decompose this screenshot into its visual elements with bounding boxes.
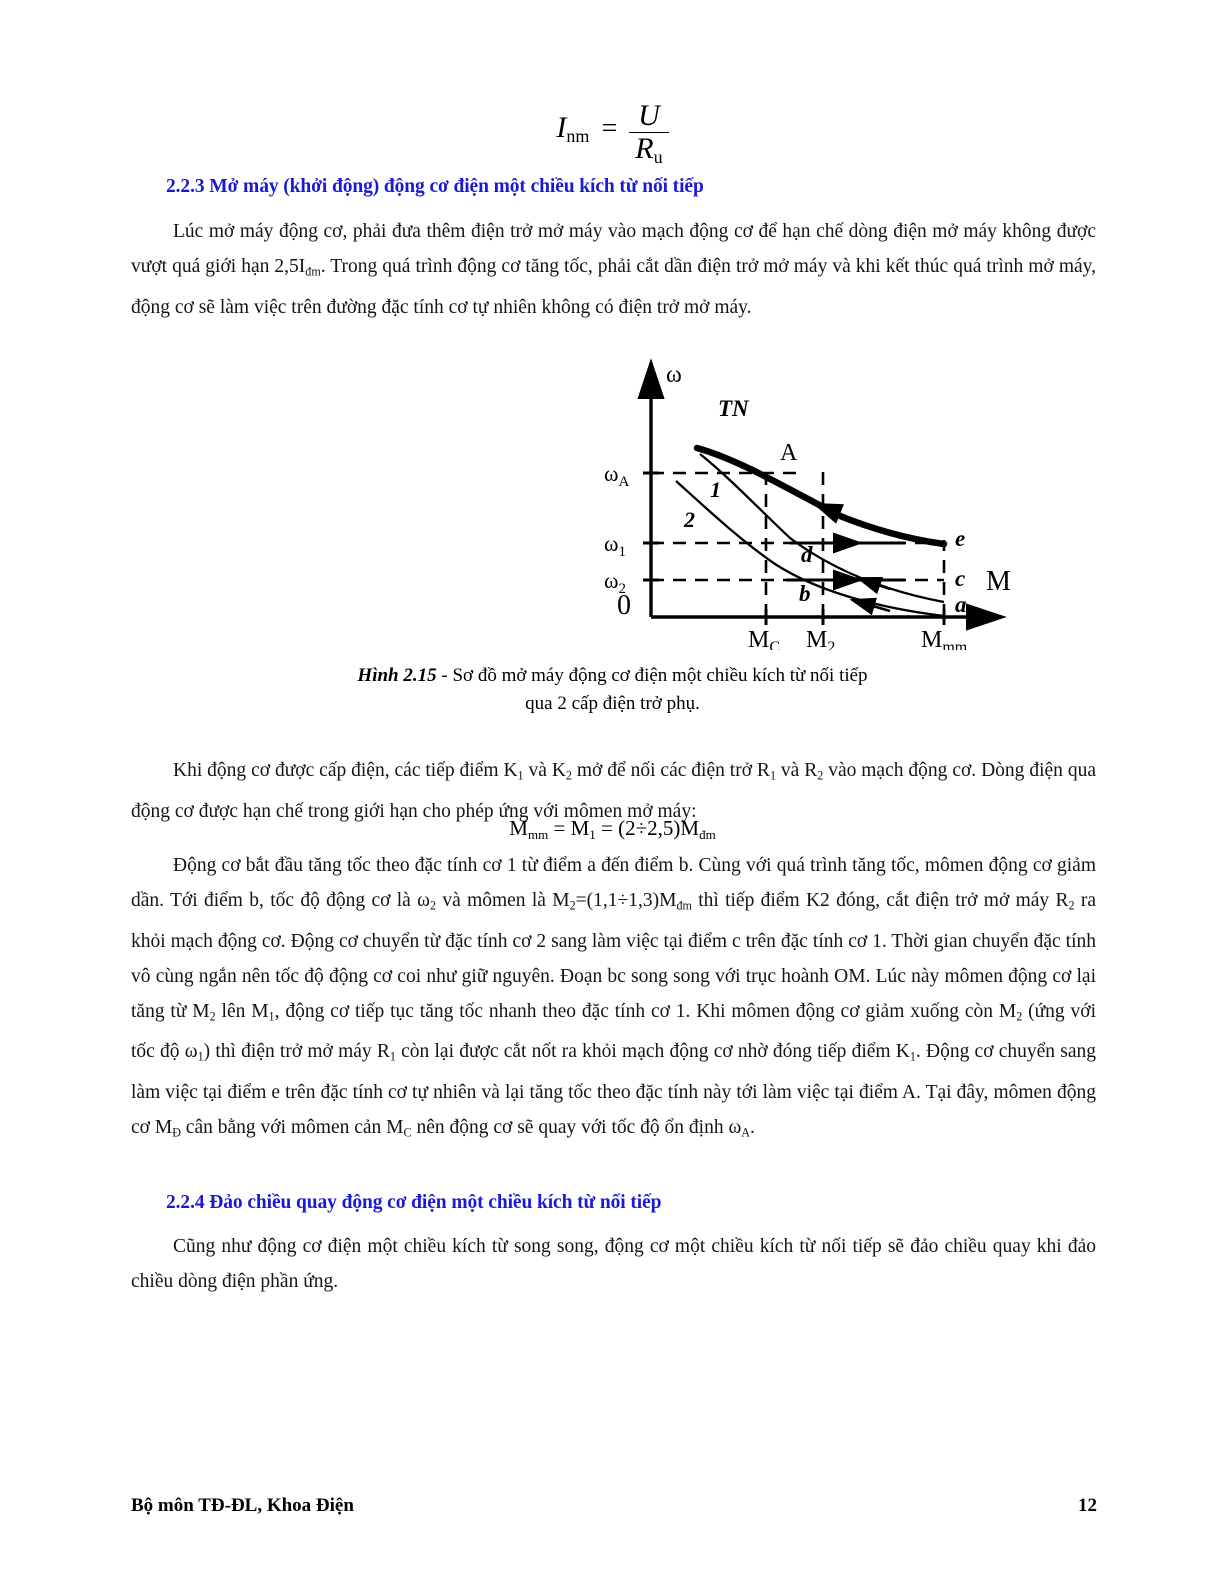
- graph-label-curve2: 2: [683, 507, 695, 532]
- paragraph-intro-text-b: . Trong quá trình động cơ tăng tốc, phải…: [131, 256, 1097, 318]
- graph-point-b: b: [799, 581, 811, 606]
- paragraph-reverse-direction: Cũng như động cơ điện một chiều kích từ …: [131, 1236, 1096, 1292]
- graph-point-a: a: [955, 592, 967, 617]
- figure-caption: Hình 2.15 - Sơ đồ mở máy động cơ điện mộ…: [0, 662, 1225, 718]
- graph-label-curve1: 1: [710, 477, 721, 502]
- graph-y-axis-label: ω: [666, 362, 682, 388]
- formula-inm: Inm = U Ru: [0, 100, 1225, 166]
- graph-xtick-label-mc: MC: [748, 627, 780, 650]
- paragraph-startup-description: Động cơ bắt đầu tăng tốc theo đặc tính c…: [131, 855, 1096, 1140]
- formula-fraction: U Ru: [629, 99, 669, 167]
- graph-point-a-upper: A: [780, 440, 798, 466]
- figure-svg: + - Iư Đ E Ikt KTĐ K1 K2 R1 R2: [181, 358, 1011, 939]
- graph-label-tn: TN: [718, 396, 750, 421]
- formula-equals: =: [601, 112, 618, 144]
- graph-curve-1: [699, 453, 945, 604]
- graph-x-axis-label: M: [986, 566, 1011, 597]
- graph-origin-label: 0: [617, 590, 631, 621]
- graph-arrow-curve2: [849, 597, 891, 616]
- formula-lhs: Inm: [556, 110, 590, 146]
- graph-point-e: e: [955, 526, 965, 551]
- paragraph-intro-sub: đm: [305, 264, 321, 279]
- section-heading-224: 2.2.4 Đảo chiều quay động cơ điện một ch…: [166, 1192, 662, 1213]
- graph-xtick-label-mmm: Mmm: [921, 627, 968, 650]
- paragraph-intro: Lúc mở máy động cơ, phải đưa thêm điện t…: [131, 214, 1096, 325]
- paragraph-intro-text-a: Lúc mở máy động cơ, phải đưa thêm điện t…: [131, 221, 1096, 277]
- formula-denominator: Ru: [629, 131, 669, 167]
- graph-ytick-label-w1: ω1: [604, 531, 626, 560]
- graph-ytick-label-w2: ω2: [604, 568, 626, 597]
- formula-numerator: U: [638, 99, 660, 132]
- graph-ytick-label-wa: ωA: [604, 461, 629, 490]
- figure-caption-line1: Hình 2.15 - Sơ đồ mở máy động cơ điện mộ…: [0, 662, 1225, 690]
- figure-caption-line2: qua 2 cấp điện trở phụ.: [525, 693, 700, 714]
- footer-department: Bộ môn TĐ-ĐL, Khoa Điện: [131, 1495, 354, 1516]
- graph-point-c: c: [955, 566, 965, 591]
- equation-mmm: Mmm = M1 = (2÷2,5)Mđm: [509, 816, 716, 842]
- paragraph-contacts: Khi động cơ được cấp điện, các tiếp điểm…: [131, 760, 1096, 822]
- graph-point-d: d: [801, 542, 813, 567]
- graph-curve-2: [675, 480, 945, 618]
- figure-caption-text: - Sơ đồ mở máy động cơ điện một chiều kí…: [436, 665, 868, 686]
- graph-plot: [637, 358, 1007, 631]
- figure-caption-number: Hình 2.15: [357, 665, 437, 686]
- graph-curve-tn: [693, 444, 948, 548]
- graph-arrow-tn: [812, 502, 846, 524]
- footer-page-number: 12: [1078, 1495, 1097, 1516]
- graph-xtick-label-m2: M2: [806, 627, 835, 650]
- figure-2-15: + - Iư Đ E Ikt KTĐ K1 K2 R1 R2: [0, 350, 1225, 939]
- section-heading-223: 2.2.3 Mở máy (khởi động) động cơ điện mộ…: [166, 176, 704, 197]
